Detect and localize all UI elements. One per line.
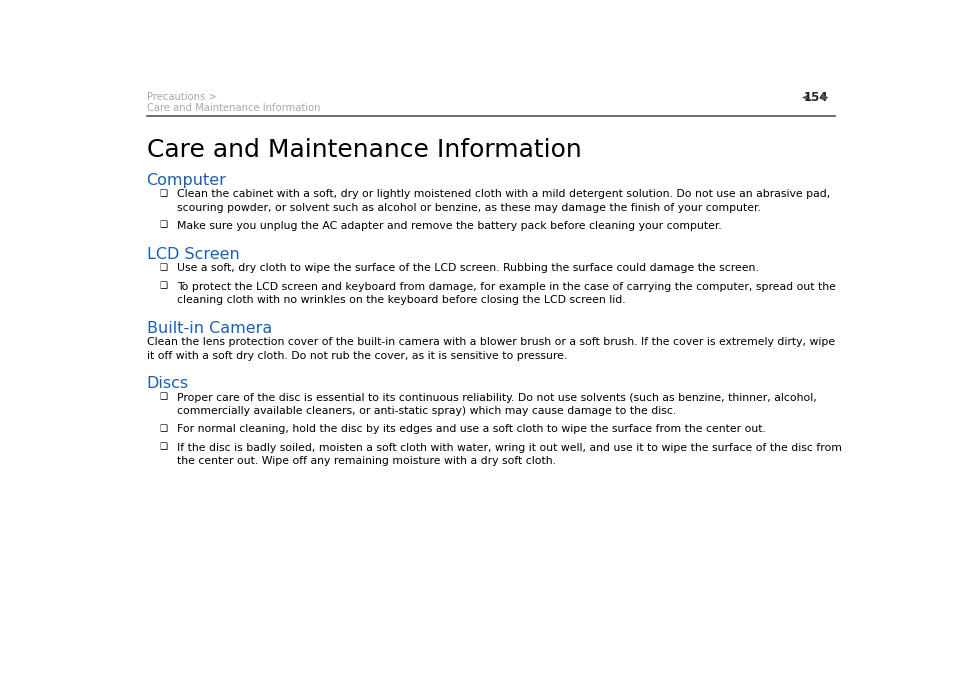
Text: ❑: ❑ <box>159 392 168 401</box>
Text: ❑: ❑ <box>159 263 168 272</box>
Text: Precautions >: Precautions > <box>147 92 216 102</box>
Text: Clean the cabinet with a soft, dry or lightly moistened cloth with a mild deterg: Clean the cabinet with a soft, dry or li… <box>176 189 829 213</box>
Text: Built-in Camera: Built-in Camera <box>147 321 272 336</box>
Text: If the disc is badly soiled, moisten a soft cloth with water, wring it out well,: If the disc is badly soiled, moisten a s… <box>176 443 841 466</box>
Text: Make sure you unplug the AC adapter and remove the battery pack before cleaning : Make sure you unplug the AC adapter and … <box>176 221 720 231</box>
Text: Proper care of the disc is essential to its continuous reliability. Do not use s: Proper care of the disc is essential to … <box>176 393 816 417</box>
Text: ❑: ❑ <box>159 442 168 452</box>
Text: Discs: Discs <box>147 376 189 391</box>
Text: ❑: ❑ <box>159 424 168 433</box>
Text: ❑: ❑ <box>159 220 168 229</box>
Text: ❑: ❑ <box>159 281 168 290</box>
Text: Care and Maintenance Information: Care and Maintenance Information <box>147 102 320 113</box>
Text: Use a soft, dry cloth to wipe the surface of the LCD screen. Rubbing the surface: Use a soft, dry cloth to wipe the surfac… <box>176 264 758 273</box>
Text: ❑: ❑ <box>159 189 168 198</box>
Text: To protect the LCD screen and keyboard from damage, for example in the case of c: To protect the LCD screen and keyboard f… <box>176 282 835 305</box>
Text: Clean the lens protection cover of the built-in camera with a blower brush or a : Clean the lens protection cover of the b… <box>147 337 834 361</box>
Text: LCD Screen: LCD Screen <box>147 247 239 262</box>
Text: Computer: Computer <box>147 173 226 188</box>
Text: For normal cleaning, hold the disc by its edges and use a soft cloth to wipe the: For normal cleaning, hold the disc by it… <box>176 425 765 435</box>
Text: 154: 154 <box>802 91 827 104</box>
Text: Care and Maintenance Information: Care and Maintenance Information <box>147 138 580 162</box>
